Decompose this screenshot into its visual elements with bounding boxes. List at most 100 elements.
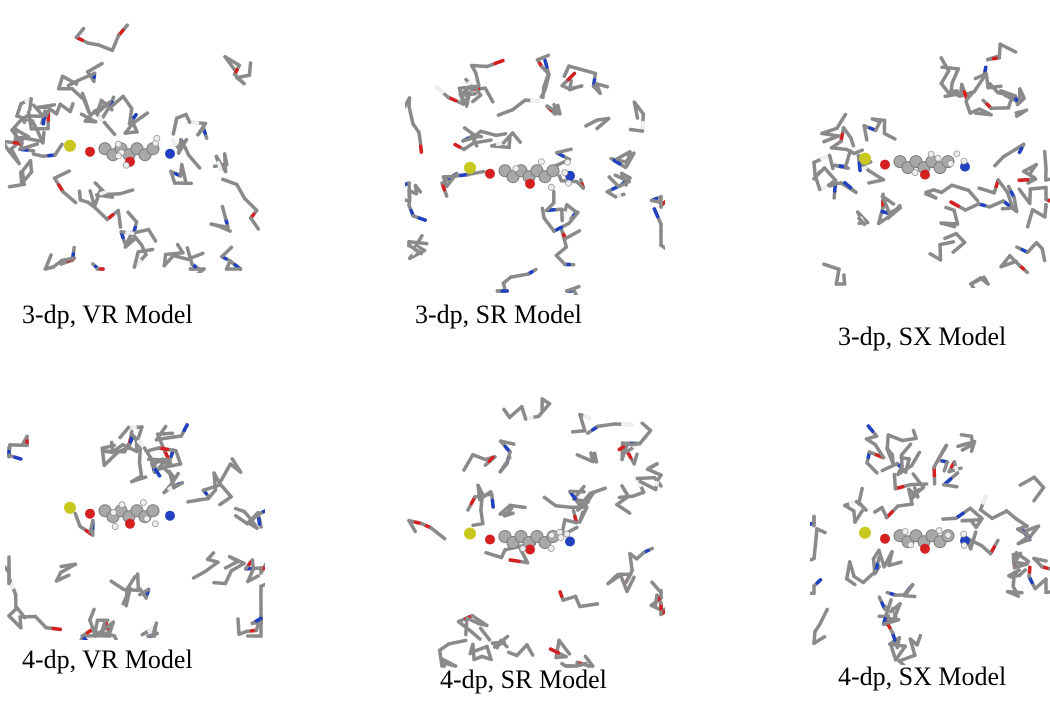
bond-stick [95, 207, 108, 219]
bond-stick [595, 453, 597, 462]
hydrogen-atom [111, 509, 117, 515]
oxygen-atom [920, 170, 930, 180]
bond-stick [437, 87, 443, 92]
bond-stick [63, 76, 77, 84]
bond-stick [544, 497, 555, 505]
oxygen-atom [525, 545, 535, 555]
hydrogen-atom [123, 162, 129, 168]
bond-stick [938, 446, 946, 461]
bond-stick [409, 106, 413, 123]
bond-stick [1019, 189, 1030, 203]
sulfur-atom [464, 528, 476, 540]
bond-stick [123, 96, 132, 108]
bond-stick [557, 149, 571, 153]
bond-stick [498, 110, 512, 115]
nitrogen-atom [165, 149, 175, 159]
hydrogen-atom [961, 542, 967, 548]
bond-stick [956, 234, 964, 243]
bond-stick [511, 274, 528, 277]
bond-stick [1003, 150, 1015, 157]
bond-stick [104, 453, 117, 465]
bond-stick [149, 448, 159, 450]
bond-stick [945, 234, 956, 239]
bond-stick [913, 431, 916, 439]
bond-stick [951, 202, 958, 206]
sulfur-atom [64, 502, 76, 514]
bond-stick [95, 620, 97, 632]
hydrogen-atom [513, 166, 519, 172]
bond-stick [648, 469, 661, 475]
carbon-atom [147, 505, 159, 517]
hydrogen-atom [119, 502, 125, 508]
bond-stick [863, 571, 876, 582]
bond-stick [118, 211, 120, 228]
bond-stick [61, 564, 75, 566]
bond-stick [1028, 243, 1037, 253]
bond-stick [455, 145, 459, 147]
bond-stick [875, 508, 882, 512]
bond-stick [563, 596, 575, 600]
hydrogen-atom [115, 153, 121, 159]
bond-stick [1033, 210, 1045, 217]
bond-stick [75, 514, 80, 527]
bond-stick [138, 249, 152, 251]
bond-stick [912, 452, 920, 465]
bond-stick [869, 171, 884, 180]
bond-stick [820, 609, 827, 624]
bond-stick [62, 258, 74, 260]
hydrogen-atom [902, 529, 908, 535]
bond-stick [466, 94, 468, 103]
bond-stick [237, 75, 250, 78]
bond-stick [902, 438, 916, 440]
bond-stick [22, 144, 37, 149]
hydrogen-atom [961, 158, 967, 164]
sulfur-atom [859, 527, 871, 539]
bond-stick [409, 183, 410, 198]
bond-stick [556, 506, 571, 508]
bond-stick [1016, 111, 1024, 113]
bond-stick [814, 162, 815, 174]
bond-stick [968, 190, 977, 200]
bond-stick [836, 269, 839, 284]
bond-stick [88, 64, 102, 72]
bond-stick [868, 426, 872, 431]
bond-stick [492, 500, 493, 506]
bond-stick [140, 462, 142, 476]
caption: 3-dp, SR Model [415, 300, 582, 330]
caption: 4-dp, SR Model [440, 665, 607, 695]
hydrogen-atom [935, 155, 941, 161]
bond-stick [419, 218, 425, 220]
bond-stick [1030, 187, 1046, 188]
bond-stick [236, 509, 245, 512]
bond-stick [882, 212, 887, 213]
molecule-image [5, 8, 265, 273]
bond-stick [941, 223, 957, 224]
bond-stick [449, 640, 466, 643]
bond-stick [459, 87, 474, 89]
bond-stick [954, 210, 957, 224]
bond-stick [966, 101, 970, 113]
caption: 3-dp, SX Model [838, 322, 1006, 352]
bond-stick [832, 148, 847, 150]
bond-stick [902, 444, 911, 455]
bond-stick [173, 140, 176, 144]
hydrogen-atom [566, 180, 572, 186]
bond-stick [979, 188, 994, 193]
bond-stick [544, 218, 554, 231]
molecule-image [5, 375, 265, 640]
hydrogen-atom [945, 532, 951, 538]
bond-stick [510, 560, 519, 561]
bond-stick [1020, 148, 1022, 152]
bond-stick [476, 73, 479, 86]
sulfur-atom [859, 153, 871, 165]
bond-stick [225, 571, 231, 584]
bond-stick [830, 155, 833, 168]
bond-stick [817, 580, 820, 583]
bond-stick [60, 104, 70, 111]
bond-stick [15, 457, 21, 459]
bond-stick [573, 431, 585, 432]
hydrogen-atom [954, 151, 960, 157]
bond-stick [926, 194, 936, 198]
bond-stick [622, 486, 628, 497]
bond-stick [898, 504, 912, 506]
